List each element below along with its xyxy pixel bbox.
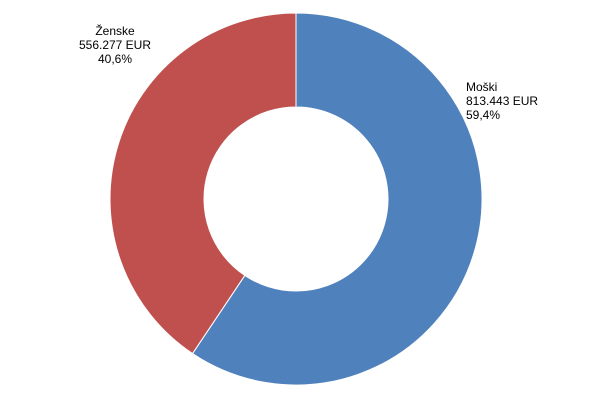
slice-percent-zenske: 40,6% xyxy=(97,52,133,66)
slice-label-moski: Moški 813.443 EUR 59,4% xyxy=(466,80,586,122)
slice-name-moski: Moški xyxy=(466,80,498,94)
donut-slice-moski xyxy=(191,12,483,386)
donut-slice-zenske xyxy=(109,12,297,355)
slice-percent-moski: 59,4% xyxy=(466,108,501,122)
slice-label-zenske: Ženske 556.277 EUR 40,6% xyxy=(60,24,170,66)
slice-value-zenske: 556.277 EUR xyxy=(78,38,152,52)
slice-value-moski: 813.443 EUR xyxy=(466,94,539,108)
slice-name-zenske: Ženske xyxy=(95,24,135,38)
